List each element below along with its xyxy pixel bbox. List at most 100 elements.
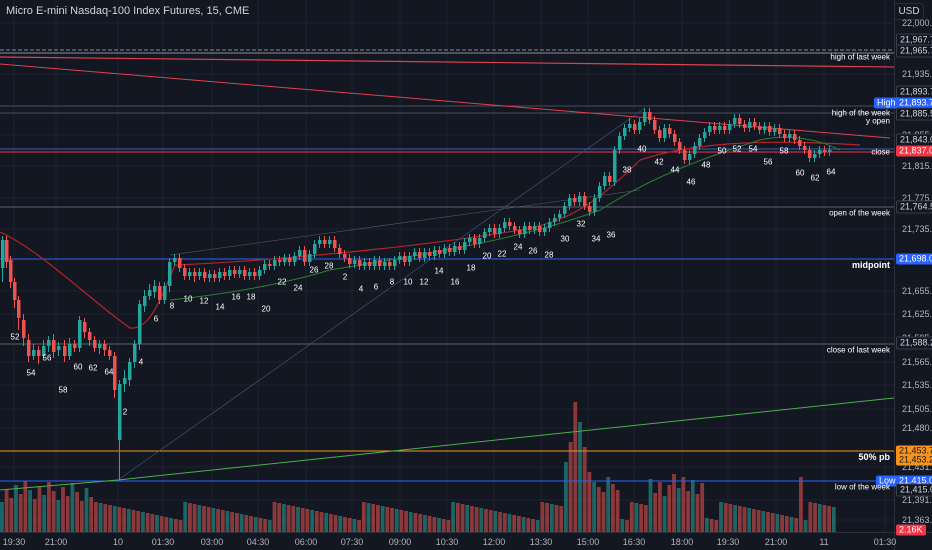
bar-count: 58 [779, 146, 789, 156]
moving-averages [0, 136, 861, 329]
bar-count: 64 [826, 167, 836, 177]
candle-body [438, 250, 442, 254]
volume-bar [225, 511, 230, 532]
volume-bar [667, 485, 672, 532]
price-tick: 21,565.00 [902, 357, 932, 367]
volume-bar [258, 518, 263, 532]
candle-body [798, 140, 802, 146]
bar-count: 58 [58, 385, 68, 395]
bar-count: 10 [183, 294, 193, 304]
volume-bar [244, 515, 249, 532]
price-tick: 21,505.00 [902, 404, 932, 414]
bar-count: 6 [373, 282, 379, 292]
bar-count: 24 [513, 242, 523, 252]
candle-body [573, 198, 577, 202]
bar-count: 54 [26, 368, 36, 378]
candle-body [37, 350, 41, 356]
candle-body [408, 256, 412, 262]
candle-body [143, 296, 147, 306]
level-label-y-open: y open [865, 116, 890, 126]
candle-body [413, 252, 417, 256]
candle-body [313, 244, 317, 254]
time-label: 09:00 [388, 537, 412, 547]
bar-count: 54 [748, 144, 758, 154]
bar-count: 26 [309, 265, 319, 275]
volume-bar [512, 515, 517, 532]
time-label: 16:30 [622, 537, 646, 547]
volume-bar [89, 497, 94, 532]
volume-bars [0, 402, 836, 532]
volume-bar [173, 519, 178, 532]
candle-body [723, 126, 727, 130]
volume-bar [267, 520, 272, 532]
candle-body [52, 340, 56, 352]
candle-body [57, 346, 61, 350]
candle-body [728, 124, 732, 130]
low-tag: Low [876, 475, 899, 487]
volume-bar [9, 498, 14, 532]
candle-body [1, 240, 5, 268]
candle-body [608, 176, 612, 182]
time-label: 04:30 [246, 537, 270, 547]
time-label: 19:30 [716, 537, 740, 547]
candle-body [268, 264, 272, 266]
volume-bar [150, 514, 155, 532]
volume-bar [197, 505, 202, 532]
high-price-label: 21,893.75 [896, 97, 932, 109]
bar-count: 2 [122, 407, 128, 417]
volume-bar [329, 514, 333, 532]
volume-bar [521, 517, 526, 532]
price-tick: 21,735.00 [902, 224, 932, 234]
level-label-high-last-week: high of last week [830, 52, 890, 62]
volume-bar [662, 496, 667, 532]
candle-body [653, 120, 657, 130]
volume-bar [51, 491, 56, 532]
volume-bar [517, 516, 521, 532]
candle-body [213, 274, 217, 278]
candle-body [333, 240, 337, 248]
time-label: 01:30 [873, 537, 897, 547]
candle-body [678, 142, 682, 150]
bar-count: 36 [606, 230, 616, 240]
volume-bar [230, 512, 235, 532]
volume-bar [192, 504, 197, 532]
candlesticks [1, 108, 832, 480]
time-axis-border [0, 532, 932, 533]
price-label: 21,588.25 [896, 336, 932, 350]
bar-count: 16 [450, 277, 460, 287]
candle-body [383, 262, 387, 266]
currency-button[interactable]: USD [894, 3, 924, 20]
candle-body [623, 128, 627, 136]
candle-body [818, 150, 822, 154]
bar-count: 48 [701, 160, 711, 170]
candle-body [543, 228, 547, 232]
volume-bar [676, 488, 681, 532]
candle-body [308, 254, 312, 262]
candle-body [508, 222, 512, 226]
volume-bar [47, 482, 51, 532]
volume-bar [437, 518, 441, 532]
bar-count: 2 [342, 272, 348, 282]
volume-bar [112, 506, 117, 532]
volume-bar [385, 507, 390, 532]
candle-body [88, 332, 92, 340]
volume-bar [427, 516, 432, 532]
low-price-label: 21,415.00 [896, 475, 932, 487]
candle-body [133, 344, 137, 362]
candle-body [98, 344, 102, 348]
candle-body [108, 350, 112, 356]
candle-body [443, 248, 447, 254]
ma-line-red [0, 141, 861, 329]
candle-body [813, 154, 817, 158]
candle-body [568, 198, 572, 206]
bar-count: 8 [169, 301, 175, 311]
candle-body [453, 246, 457, 252]
candle-body [403, 256, 407, 262]
candle-body [418, 252, 422, 258]
symbol-title[interactable]: Micro E-mini Nasdaq-100 Index Futures, 1… [6, 5, 250, 17]
candle-body [718, 126, 722, 130]
volume-bar [14, 485, 18, 532]
candle-body [93, 340, 97, 348]
candle-body [353, 260, 357, 264]
